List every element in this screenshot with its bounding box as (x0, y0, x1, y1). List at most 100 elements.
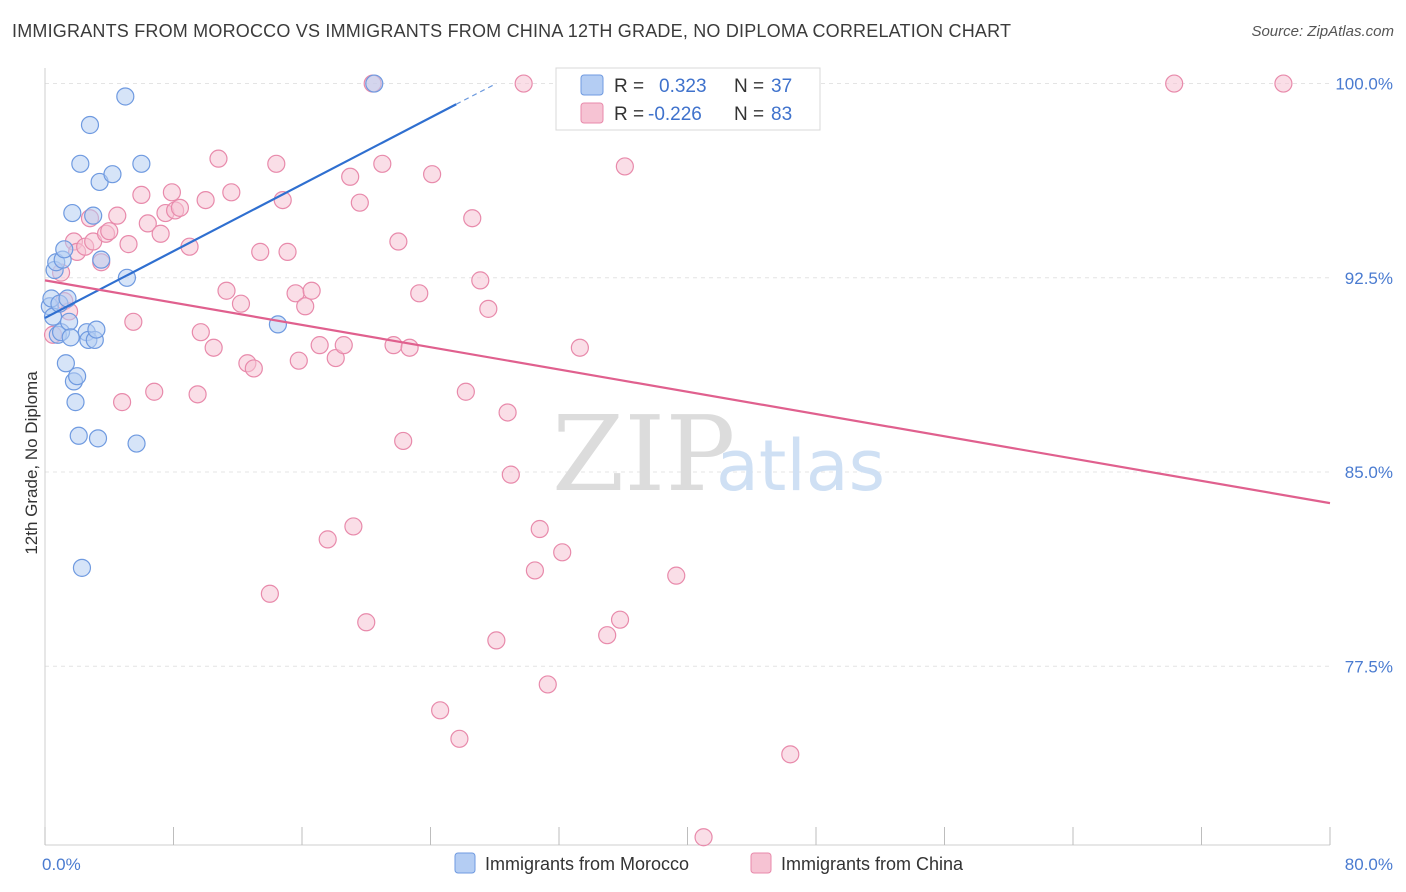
chart-title: IMMIGRANTS FROM MOROCCO VS IMMIGRANTS FR… (12, 21, 1012, 41)
china-point (162, 183, 181, 202)
y-tick-labels: 77.5% 85.0% 92.5% 100.0% (1335, 75, 1393, 677)
y-tick-label: 100.0% (1335, 75, 1393, 94)
china-point (204, 338, 223, 357)
legend-n-label-1: N = (734, 76, 764, 97)
china-point (450, 729, 469, 748)
morocco-point (61, 328, 80, 347)
china-point (423, 165, 442, 184)
morocco-point (127, 434, 146, 453)
morocco-point (103, 165, 122, 184)
legend-n-value-2: 83 (771, 104, 792, 125)
morocco-point (66, 393, 85, 412)
morocco-point (72, 558, 92, 577)
china-trend-line (44, 279, 1331, 505)
china-point (151, 224, 170, 243)
y-tick-label: 77.5% (1345, 657, 1393, 676)
china-point (479, 299, 498, 318)
china-point (145, 382, 164, 401)
series-legend-label-china: Immigrants from China (781, 854, 964, 874)
china-point (667, 566, 686, 585)
china-point (260, 584, 279, 603)
china-point (389, 232, 408, 251)
legend-n-label-2: N = (734, 104, 764, 125)
china-point (302, 281, 321, 300)
morocco-point (92, 250, 111, 269)
china-point (209, 149, 228, 168)
source-credit: Source: ZipAtlas.com (1251, 23, 1394, 40)
china-point (100, 222, 119, 241)
watermark-atlas: atlas (716, 425, 885, 507)
morocco-point (84, 206, 103, 225)
grid-lines (45, 83, 1330, 667)
china-point (119, 235, 138, 254)
series-legend-label-morocco: Immigrants from Morocco (485, 854, 689, 874)
china-point (501, 465, 520, 484)
china-point (553, 543, 572, 562)
china-point (344, 517, 363, 536)
china-point (132, 185, 151, 205)
china-point (456, 382, 475, 401)
legend-swatch-china (580, 102, 604, 124)
legend-r-value-1: 0.323 (659, 76, 707, 97)
china-point (525, 561, 545, 580)
legend-swatch-morocco (580, 74, 604, 96)
china-point (781, 745, 800, 764)
china-point (251, 242, 270, 261)
x-tick-labels: 0.0% 80.0% (42, 855, 1393, 874)
china-point (222, 183, 241, 202)
morocco-point (71, 154, 90, 173)
morocco-point (88, 429, 108, 448)
morocco-point (132, 154, 151, 173)
morocco-point (56, 354, 75, 373)
china-point (410, 284, 429, 303)
morocco-point (68, 367, 87, 386)
china-point (431, 701, 450, 720)
china-point (196, 190, 215, 210)
y-tick-label: 92.5% (1345, 269, 1393, 288)
china-point (170, 198, 190, 217)
china-point (296, 297, 315, 316)
legend-r-value-2: -0.226 (648, 104, 702, 125)
china-point (498, 403, 517, 422)
legend-n-value-1: 37 (771, 76, 792, 97)
x-tick-label-min: 0.0% (42, 855, 81, 874)
axes (44, 68, 1331, 846)
china-point (289, 351, 308, 370)
morocco-point (80, 115, 100, 135)
correlation-legend: R = 0.323 N = 37 R = -0.226 N = 83 (555, 67, 821, 131)
china-point (463, 209, 482, 228)
morocco-point (365, 74, 384, 93)
morocco-point (87, 320, 106, 339)
series-legend-swatch-morocco (454, 852, 476, 874)
morocco-point (63, 203, 82, 223)
china-point (188, 385, 207, 404)
china-point (318, 530, 337, 549)
morocco-trend-line (44, 103, 457, 319)
china-point (244, 359, 263, 378)
morocco-point (55, 240, 74, 259)
china-point (138, 214, 157, 233)
y-tick-label: 85.0% (1345, 463, 1393, 482)
morocco-point (58, 289, 77, 308)
china-point (514, 74, 533, 93)
watermark-zip: ZIP (552, 393, 735, 515)
china-point (538, 675, 557, 694)
china-point (334, 336, 353, 355)
trend-lines (44, 83, 1331, 505)
china-point (278, 242, 297, 261)
legend-r-label-2: R = (614, 104, 644, 125)
china-point (394, 431, 413, 451)
china-point (1165, 74, 1184, 93)
china-point (530, 519, 549, 539)
series-legend: Immigrants from Morocco Immigrants from … (454, 852, 964, 874)
morocco-point (268, 315, 288, 334)
china-point (191, 323, 210, 342)
china-point (610, 610, 630, 629)
china-point (108, 206, 127, 225)
morocco-points (40, 74, 384, 577)
y-axis-label: 12th Grade, No Diploma (22, 371, 41, 555)
china-point (694, 828, 713, 847)
morocco-point (59, 312, 79, 331)
china-point (598, 626, 617, 645)
